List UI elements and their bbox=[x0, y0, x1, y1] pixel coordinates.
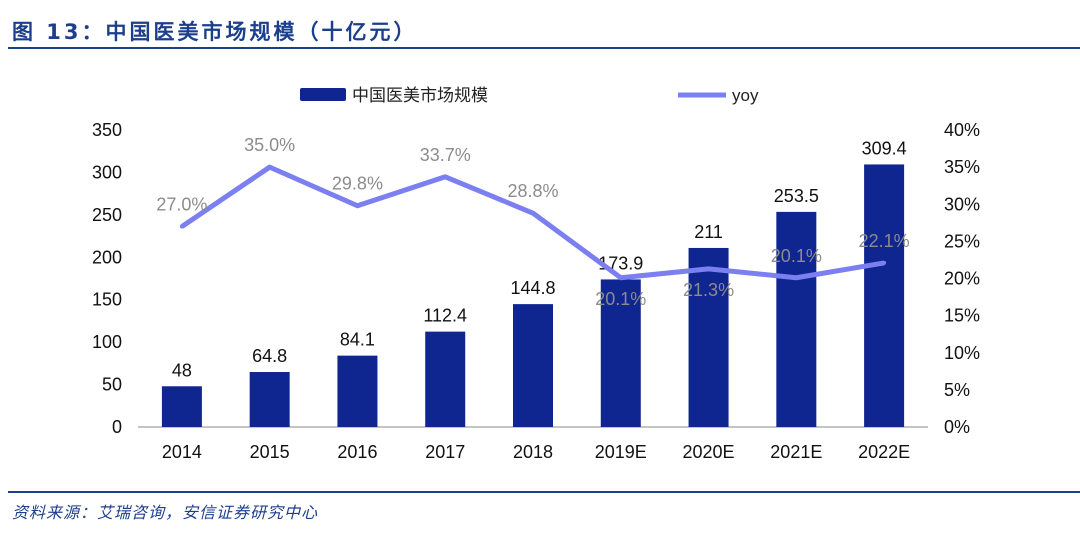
bar-value-label: 309.4 bbox=[862, 138, 907, 158]
bar-2022E bbox=[864, 164, 905, 427]
yoy-point bbox=[443, 174, 448, 179]
right-axis-tick-label: 15% bbox=[944, 306, 980, 326]
figure-title: 图 13：中国医美市场规模（十亿元） bbox=[12, 20, 418, 44]
yoy-value-label: 28.8% bbox=[507, 181, 558, 201]
left-axis-tick-label: 350 bbox=[92, 120, 122, 140]
source-note: 资料来源：艾瑞咨询，安信证券研究中心 bbox=[12, 503, 319, 522]
bar-2016 bbox=[337, 355, 378, 427]
bar-value-label: 84.1 bbox=[340, 330, 375, 350]
yoy-value-label: 21.3% bbox=[683, 280, 734, 300]
category-tick-label: 2020E bbox=[683, 442, 735, 462]
legend-bar-label: 中国医美市场规模 bbox=[352, 86, 488, 105]
bar-2020E bbox=[688, 247, 729, 427]
bar-value-label: 211 bbox=[694, 222, 723, 242]
category-tick-label: 2018 bbox=[513, 442, 553, 462]
bar-2017 bbox=[425, 331, 466, 427]
category-tick-label: 2022E bbox=[858, 442, 910, 462]
bar-value-label: 64.8 bbox=[252, 346, 287, 366]
left-axis-tick-label: 0 bbox=[112, 417, 122, 437]
category-tick-label: 2014 bbox=[162, 442, 202, 462]
right-axis-tick-label: 5% bbox=[944, 380, 970, 400]
left-axis-tick-label: 100 bbox=[92, 332, 122, 352]
left-axis-tick-label: 200 bbox=[92, 247, 122, 267]
source-rule bbox=[8, 491, 1080, 493]
right-axis-tick-label: 0% bbox=[944, 417, 970, 437]
yoy-value-label: 29.8% bbox=[332, 174, 383, 194]
bar-2015 bbox=[249, 372, 290, 427]
left-axis-tick-label: 250 bbox=[92, 205, 122, 225]
legend-bar-swatch bbox=[300, 88, 346, 101]
right-axis-tick-label: 30% bbox=[944, 194, 980, 214]
yoy-value-label: 27.0% bbox=[156, 195, 207, 215]
right-axis-tick-label: 35% bbox=[944, 157, 980, 177]
yoy-point bbox=[179, 224, 184, 229]
yoy-value-label: 22.1% bbox=[859, 231, 910, 251]
yoy-value-label: 35.0% bbox=[244, 135, 295, 155]
left-axis-tick-label: 50 bbox=[102, 375, 122, 395]
bar-2019E bbox=[600, 279, 641, 427]
left-axis-tick-label: 300 bbox=[92, 162, 122, 182]
yoy-value-label: 20.1% bbox=[595, 289, 646, 309]
bar-value-label: 144.8 bbox=[510, 278, 555, 298]
bar-2021E bbox=[776, 211, 817, 427]
bar-value-label: 112.4 bbox=[423, 306, 467, 326]
yoy-point bbox=[531, 211, 535, 216]
category-tick-label: 2021E bbox=[770, 442, 822, 462]
yoy-point bbox=[618, 275, 623, 280]
title-rule bbox=[8, 47, 1080, 49]
right-axis-tick-label: 10% bbox=[944, 343, 980, 363]
category-tick-label: 2019E bbox=[595, 442, 647, 462]
right-axis-tick-label: 20% bbox=[944, 269, 980, 289]
category-tick-label: 2015 bbox=[250, 442, 290, 462]
yoy-point bbox=[794, 275, 799, 280]
bar-2018 bbox=[513, 304, 553, 427]
bar-2014 bbox=[161, 386, 202, 427]
category-tick-label: 2016 bbox=[337, 442, 377, 462]
right-axis-tick-label: 40% bbox=[944, 120, 980, 140]
right-axis-tick-label: 25% bbox=[944, 231, 980, 251]
yoy-point bbox=[882, 260, 887, 265]
yoy-value-label: 33.7% bbox=[420, 145, 471, 165]
left-axis-tick-label: 150 bbox=[92, 290, 122, 310]
yoy-point bbox=[355, 203, 360, 208]
legend-line-label: yoy bbox=[732, 86, 759, 105]
category-tick-label: 2017 bbox=[425, 442, 465, 462]
bar-value-label: 253.5 bbox=[774, 186, 819, 206]
yoy-point bbox=[267, 165, 272, 170]
yoy-value-label: 20.1% bbox=[771, 246, 822, 266]
bar-value-label: 48 bbox=[172, 360, 192, 380]
yoy-point bbox=[706, 266, 711, 271]
